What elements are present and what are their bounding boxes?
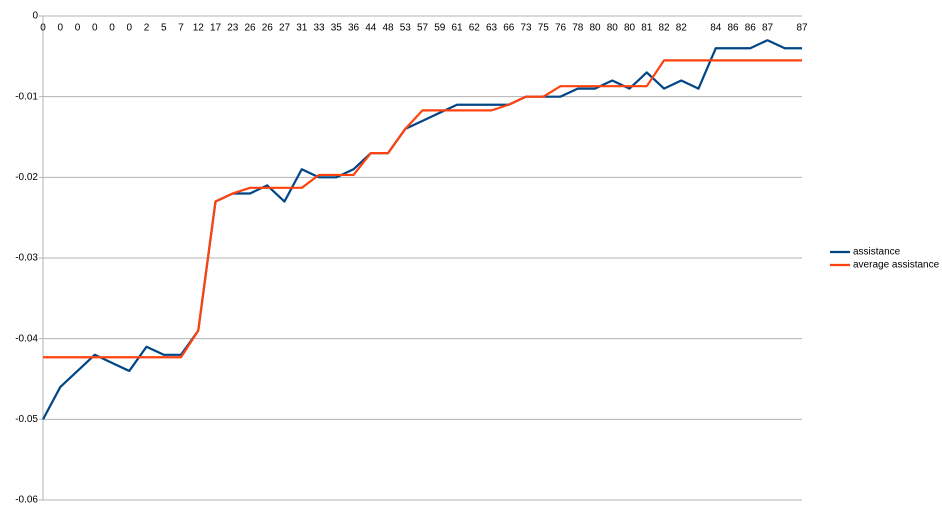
x-tick-label: 57 <box>417 23 429 34</box>
x-tick-label: 0 <box>75 23 81 34</box>
x-tick-label: 87 <box>762 23 774 34</box>
x-tick-label: 36 <box>348 23 360 34</box>
x-tick-label: 78 <box>572 23 584 34</box>
x-tick-label: 7 <box>178 23 184 34</box>
y-tick-label: -0.05 <box>15 414 38 425</box>
x-tick-label: 0 <box>109 23 115 34</box>
x-tick-label: 81 <box>641 23 653 34</box>
x-tick-label: 82 <box>676 23 688 34</box>
x-tick-label: 0 <box>40 23 46 34</box>
x-tick-label: 84 <box>710 23 722 34</box>
y-tick-label: -0.03 <box>15 253 38 264</box>
x-tick-label: 87 <box>796 23 808 34</box>
x-tick-label: 23 <box>227 23 239 34</box>
x-tick-label: 80 <box>589 23 601 34</box>
x-tick-label: 0 <box>57 23 63 34</box>
x-tick-label: 80 <box>624 23 636 34</box>
x-tick-label: 86 <box>745 23 757 34</box>
x-tick-label: 86 <box>727 23 739 34</box>
legend-label: average assistance <box>853 260 940 271</box>
x-tick-label: 63 <box>486 23 498 34</box>
y-tick-label: -0.01 <box>15 91 38 102</box>
x-tick-label: 48 <box>382 23 394 34</box>
x-tick-label: 75 <box>538 23 550 34</box>
x-tick-label: 62 <box>469 23 481 34</box>
y-tick-label: -0.02 <box>15 172 38 183</box>
x-tick-label: 61 <box>451 23 463 34</box>
x-tick-label: 53 <box>400 23 412 34</box>
legend-label: assistance <box>853 247 901 258</box>
x-tick-label: 0 <box>92 23 98 34</box>
series-line <box>42 39 802 420</box>
x-tick-label: 31 <box>296 23 308 34</box>
x-tick-label: 17 <box>210 23 222 34</box>
x-tick-label: 12 <box>193 23 205 34</box>
x-tick-label: 2 <box>144 23 150 34</box>
y-tick-label: 0 <box>32 11 38 22</box>
series-line <box>43 59 802 359</box>
y-tick-label: -0.04 <box>15 333 38 344</box>
x-tick-label: 66 <box>503 23 515 34</box>
x-tick-label: 26 <box>244 23 256 34</box>
y-tick-label: -0.06 <box>15 495 38 506</box>
x-tick-label: 82 <box>658 23 670 34</box>
x-tick-label: 73 <box>520 23 532 34</box>
x-tick-label: 0 <box>126 23 132 34</box>
x-tick-label: 44 <box>365 23 377 34</box>
x-tick-label: 35 <box>331 23 343 34</box>
x-tick-label: 59 <box>434 23 446 34</box>
x-tick-label: 5 <box>161 23 167 34</box>
x-tick-label: 27 <box>279 23 291 34</box>
x-tick-label: 33 <box>313 23 325 34</box>
x-tick-label: 76 <box>555 23 567 34</box>
x-tick-label: 26 <box>262 23 274 34</box>
x-tick-label: 80 <box>607 23 619 34</box>
